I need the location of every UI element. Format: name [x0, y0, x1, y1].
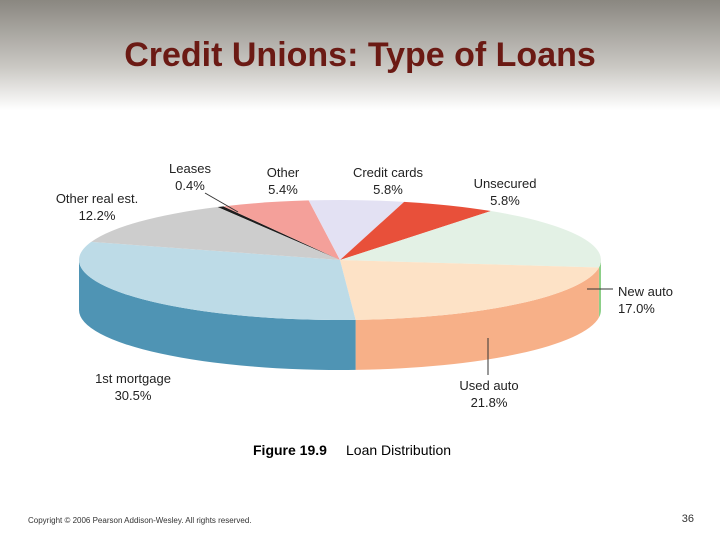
title-banner — [0, 0, 720, 110]
slice-side — [355, 267, 599, 370]
value-label: 5.8% — [373, 182, 403, 197]
slice — [223, 200, 340, 260]
value-label: 30.5% — [115, 388, 152, 403]
slice — [91, 207, 340, 260]
value-label: 5.8% — [490, 193, 520, 208]
slice — [340, 211, 601, 268]
value-label: 12.2% — [79, 208, 116, 223]
slice — [217, 206, 340, 260]
pie — [78, 200, 601, 370]
slice-label: Credit cards — [353, 165, 424, 180]
leader-line — [204, 192, 239, 213]
value-label: 17.0% — [618, 301, 655, 316]
slice-label: Other — [267, 165, 300, 180]
labels: Leases 0.4% Other 5.4% Credit cards 5.8% Unsec… — [56, 161, 673, 410]
figure-number: Figure 19.9 — [253, 442, 327, 458]
slice — [340, 260, 599, 320]
slice-label: 1st mortgage — [95, 371, 171, 386]
slide-title: Credit Unions: Type of Loans — [124, 36, 596, 74]
slice — [78, 241, 356, 320]
slice-label: Other real est. — [56, 191, 138, 206]
slice-label: Unsecured — [474, 176, 537, 191]
slice-label: Leases — [169, 161, 211, 176]
value-label: 5.4% — [268, 182, 298, 197]
page-number: 36 — [682, 513, 694, 525]
figure-caption: Loan Distribution — [346, 442, 451, 458]
value-label: 21.8% — [471, 395, 508, 410]
slice-label: Used auto — [459, 378, 518, 393]
value-label: 0.4% — [175, 178, 205, 193]
slice — [340, 201, 491, 260]
slice-side — [79, 260, 356, 370]
footer: Copyright © 2006 Pearson Addison-Wesley.… — [28, 516, 252, 525]
slice — [308, 200, 405, 260]
slice-label: New auto — [618, 284, 673, 299]
